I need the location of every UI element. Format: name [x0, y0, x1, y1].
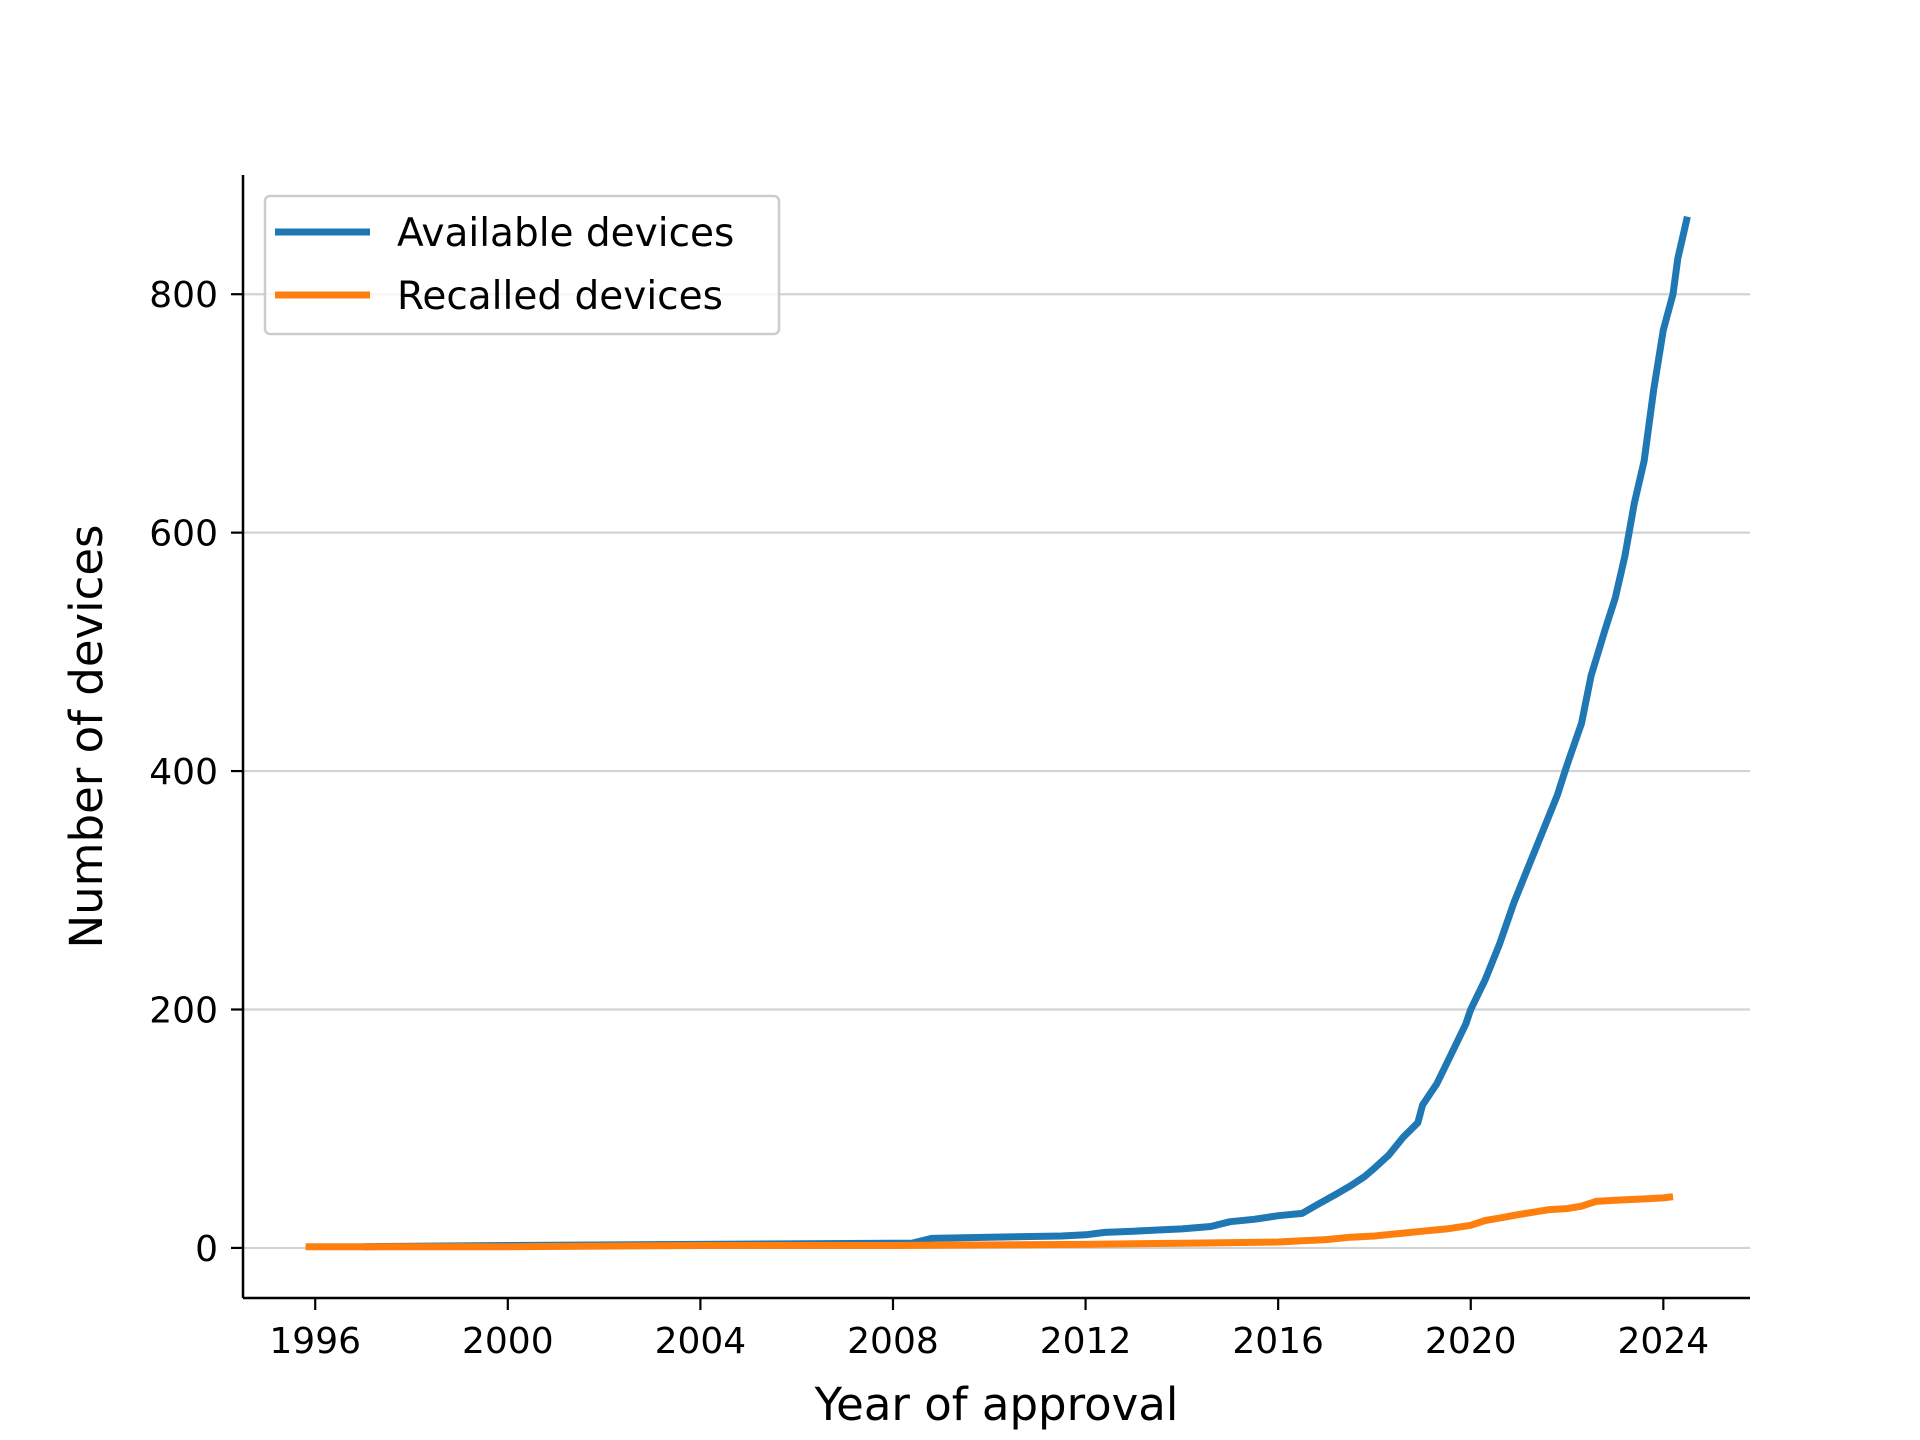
x-tick-label: 2012 [1040, 1321, 1132, 1362]
y-axis-title: Number of devices [60, 524, 113, 948]
x-tick-label: 1996 [269, 1321, 361, 1362]
x-tick-label: 2000 [462, 1321, 554, 1362]
series-lines [305, 215, 1691, 1251]
y-tick-label: 600 [149, 514, 218, 555]
x-tick-label: 2016 [1232, 1321, 1324, 1362]
x-tick-label: 2004 [655, 1321, 747, 1362]
x-axis-title: Year of approval [814, 1378, 1179, 1431]
x-tick-label: 2020 [1425, 1321, 1517, 1362]
legend-label-recalled-devices: Recalled devices [397, 274, 723, 319]
ticks: 1996 2000 2004 2008 2012 2016 2020 2024 0 200 400 6… [149, 275, 1709, 1362]
y-tick-label: 400 [149, 752, 218, 793]
series-line-available-devices [363, 215, 1691, 1251]
legend-box [263, 194, 781, 336]
x-tick-label: 2008 [847, 1321, 939, 1362]
series-line-recalled-devices [305, 1193, 1674, 1251]
y-tick-label: 0 [195, 1229, 218, 1270]
y-tick-label: 200 [149, 991, 218, 1032]
y-tick-label: 800 [149, 275, 218, 316]
legend: Available devices Recalled devices [263, 194, 781, 336]
legend-label-available-devices: Available devices [397, 211, 734, 256]
axes [241, 175, 1750, 1300]
x-tick-label: 2024 [1618, 1321, 1710, 1362]
